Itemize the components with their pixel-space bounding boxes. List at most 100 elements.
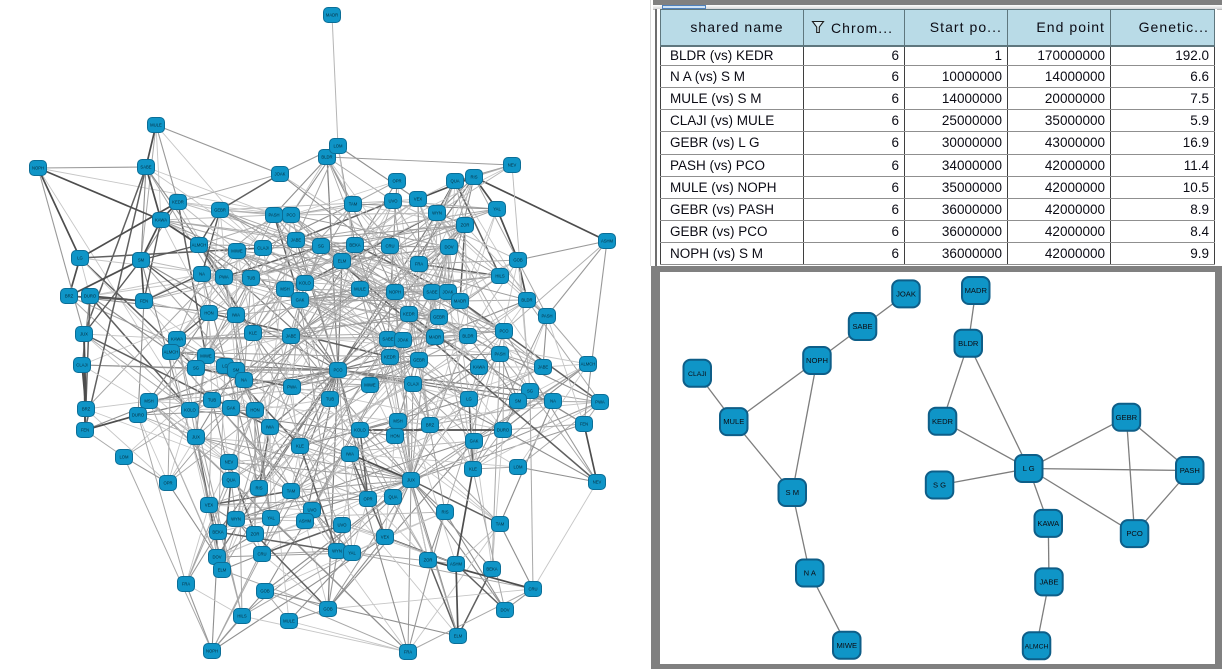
svg-text:GOB: GOB	[513, 258, 523, 263]
svg-text:ASHM: ASHM	[299, 519, 312, 524]
svg-text:DOV: DOV	[444, 245, 453, 250]
svg-text:DOV: DOV	[212, 555, 221, 560]
svg-text:GOB: GOB	[323, 607, 333, 612]
svg-text:NOPH: NOPH	[206, 649, 218, 654]
svg-text:MADR: MADR	[429, 335, 441, 340]
svg-text:DURO: DURO	[84, 294, 97, 299]
svg-text:ALMCH: ALMCH	[581, 362, 596, 367]
svg-text:JOAK: JOAK	[896, 290, 916, 299]
svg-text:QUA: QUA	[226, 478, 235, 483]
svg-text:GAK: GAK	[296, 298, 305, 303]
svg-text:S G: S G	[933, 481, 946, 490]
svg-text:TAM: TAM	[287, 489, 296, 494]
svg-text:HON: HON	[250, 408, 259, 413]
svg-text:TAM: TAM	[349, 202, 358, 207]
svg-text:HILS: HILS	[237, 614, 247, 619]
svg-text:DURO: DURO	[132, 413, 145, 418]
svg-text:CRU: CRU	[257, 552, 266, 557]
svg-text:KEDR: KEDR	[403, 312, 415, 317]
svg-text:MULE: MULE	[354, 287, 366, 292]
svg-text:QUA: QUA	[450, 179, 459, 184]
svg-text:JUX: JUX	[192, 435, 200, 440]
svg-text:BEKA: BEKA	[486, 567, 497, 572]
svg-text:GEBR: GEBR	[214, 208, 226, 213]
svg-text:BLDR: BLDR	[958, 339, 979, 348]
svg-text:FEN: FEN	[580, 422, 588, 427]
svg-text:LOM: LOM	[333, 144, 343, 149]
svg-text:BRZ: BRZ	[82, 407, 91, 412]
svg-text:GAK: GAK	[470, 439, 479, 444]
svg-text:UVO: UVO	[337, 523, 347, 528]
svg-text:MIWE: MIWE	[364, 383, 376, 388]
svg-text:MIWE: MIWE	[836, 641, 857, 650]
svg-text:HON: HON	[204, 311, 213, 316]
svg-text:NA: NA	[199, 272, 205, 277]
svg-text:BEKA: BEKA	[212, 530, 223, 535]
svg-text:CRU: CRU	[528, 587, 537, 592]
svg-text:PCO: PCO	[333, 368, 343, 373]
svg-text:NA: NA	[241, 378, 247, 383]
svg-text:RIS: RIS	[442, 510, 449, 515]
svg-text:HILS: HILS	[495, 274, 505, 279]
svg-text:KAWA: KAWA	[155, 218, 167, 223]
svg-text:PASH: PASH	[268, 213, 279, 218]
svg-text:S M: S M	[786, 488, 800, 497]
svg-text:MADR: MADR	[326, 13, 338, 18]
svg-text:OPR: OPR	[392, 179, 401, 184]
svg-text:ELM: ELM	[454, 634, 463, 639]
svg-text:KAWA: KAWA	[171, 337, 183, 342]
svg-text:FRA: FRA	[404, 650, 413, 655]
svg-text:LG: LG	[77, 256, 83, 261]
svg-text:OPR: OPR	[163, 481, 172, 486]
svg-text:NEV: NEV	[225, 460, 234, 465]
svg-text:CLAJI: CLAJI	[257, 246, 268, 251]
svg-text:SABE: SABE	[140, 165, 151, 170]
svg-text:SABE: SABE	[426, 290, 437, 295]
svg-text:IWA: IWA	[346, 452, 354, 457]
svg-text:SG: SG	[527, 389, 533, 394]
svg-text:ELM: ELM	[218, 568, 227, 573]
svg-text:KOLO: KOLO	[354, 428, 366, 433]
svg-text:LG: LG	[222, 364, 228, 369]
svg-text:SG: SG	[193, 366, 199, 371]
svg-text:CLAJI: CLAJI	[407, 382, 418, 387]
svg-text:SM: SM	[515, 399, 522, 404]
svg-text:FRA: FRA	[415, 262, 424, 267]
svg-text:PASH: PASH	[541, 314, 552, 319]
svg-text:PCO: PCO	[499, 329, 509, 334]
svg-text:MIWE: MIWE	[200, 354, 212, 359]
svg-text:PWA: PWA	[595, 400, 605, 405]
svg-text:RIS: RIS	[471, 175, 478, 180]
svg-text:TUB: TUB	[326, 397, 335, 402]
svg-text:KEDR: KEDR	[932, 417, 954, 426]
svg-text:MSH: MSH	[393, 419, 402, 424]
svg-text:LOM: LOM	[119, 455, 129, 460]
svg-text:MIWE: MIWE	[231, 249, 243, 254]
svg-text:OPR: OPR	[363, 497, 372, 502]
svg-text:MULE: MULE	[283, 619, 295, 624]
svg-text:KLE: KLE	[249, 331, 257, 336]
svg-text:SG: SG	[318, 244, 324, 249]
svg-text:BLDR: BLDR	[521, 298, 532, 303]
svg-text:KOLO: KOLO	[299, 281, 311, 286]
svg-text:JABE: JABE	[1040, 578, 1059, 587]
svg-text:WYN: WYN	[332, 549, 342, 554]
svg-text:GEBR: GEBR	[1116, 413, 1138, 422]
svg-text:JOAK: JOAK	[443, 290, 454, 295]
svg-text:PASH: PASH	[494, 352, 505, 357]
svg-text:KLE: KLE	[469, 467, 477, 472]
svg-text:NEV: NEV	[508, 163, 517, 168]
svg-text:LG: LG	[466, 397, 472, 402]
svg-text:KAWA: KAWA	[1037, 519, 1060, 528]
svg-text:HON: HON	[390, 434, 399, 439]
svg-text:MADR: MADR	[454, 299, 466, 304]
svg-text:PASH: PASH	[1180, 466, 1200, 475]
svg-text:JABE: JABE	[286, 334, 297, 339]
svg-text:ZOR: ZOR	[424, 558, 433, 563]
svg-text:DOV: DOV	[500, 608, 509, 613]
svg-text:UVO: UVO	[307, 508, 317, 513]
svg-text:ALMCH: ALMCH	[1025, 643, 1049, 650]
svg-text:N A: N A	[804, 569, 817, 578]
svg-text:BRZ: BRZ	[65, 294, 74, 299]
svg-text:PWA: PWA	[287, 385, 297, 390]
